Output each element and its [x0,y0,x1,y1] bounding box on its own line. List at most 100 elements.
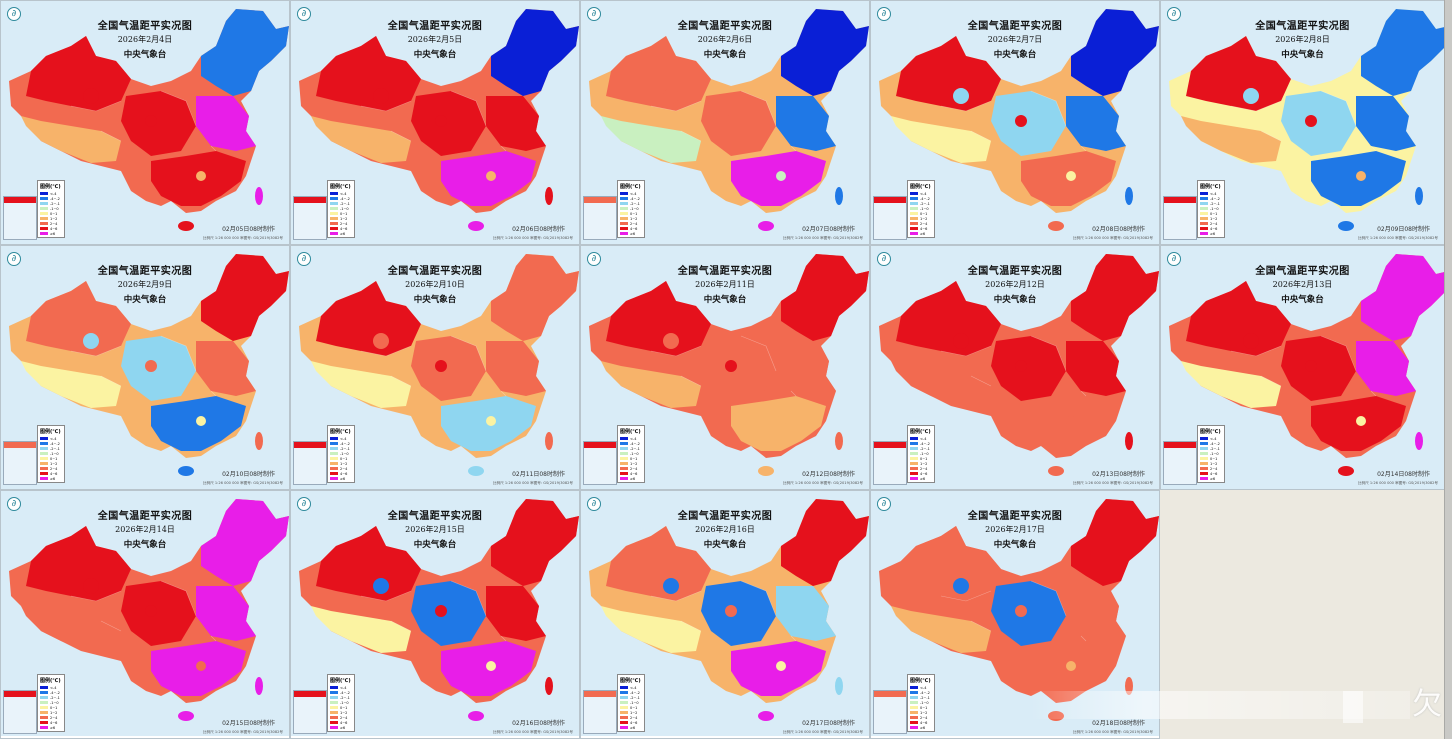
legend-swatch [620,197,628,200]
legend-item: 4~6 [910,720,932,725]
legend-swatch [1200,212,1208,215]
legend-swatch [620,217,628,220]
legend-item: -4~-2 [330,690,352,695]
legend-label: -2~-1 [630,201,640,206]
legend-label: 0~1 [340,456,348,461]
legend-label: <-4 [920,436,927,441]
legend-swatch [1200,462,1208,465]
legend-item: -2~-1 [1200,446,1222,451]
legend-swatch [40,467,48,470]
scale-note: 比例尺 1:26 000 000 审图号: GS(2019)3082号 [782,236,863,240]
production-time: 02月05日08时制作 [222,226,275,233]
legend-item: 0~1 [910,211,932,216]
map-issuer: 中央气象台 [993,50,1037,60]
temperature-anomaly-map-9[interactable]: ∂ 全国气温距平实况图 2026年2月12日 中央气象台 图例(℃) <-4 -4… [870,245,1160,490]
legend-label: -4~-2 [340,441,350,446]
legend-swatch [620,696,628,699]
production-time: 02月14日08时制作 [1377,471,1430,478]
map-title-block: 全国气温距平实况图 2026年2月10日 中央气象台 [291,262,579,305]
legend-item: <-4 [1200,436,1222,441]
legend-label: -4~-2 [920,690,930,695]
legend-item: <-4 [620,685,642,690]
legend-label: 2~4 [50,715,58,720]
legend-swatch [620,207,628,210]
scale-note: 比例尺 1:26 000 000 审图号: GS(2019)3082号 [1072,236,1153,240]
map-legend: 图例(℃) <-4 -4~-2 -2~-1 -1~0 0~1 1~2 2~4 4~6 ≥6 [327,180,355,238]
temperature-anomaly-map-4[interactable]: ∂ 全国气温距平实况图 2026年2月7日 中央气象台 图例(℃) <-4 -4~… [870,0,1160,245]
temperature-anomaly-map-12[interactable]: ∂ 全国气温距平实况图 2026年2月15日 中央气象台 图例(℃) <-4 -4… [290,490,580,739]
legend-label: -1~0 [50,206,59,211]
map-issuer: 中央气象台 [993,540,1037,550]
cma-logo-icon: ∂ [877,497,891,511]
legend-item: <-4 [910,685,932,690]
legend-item: ≥6 [620,725,642,730]
legend-item: 1~2 [620,461,642,466]
legend-item: -1~0 [1200,206,1222,211]
legend-label: 4~6 [920,226,928,231]
temperature-anomaly-map-3[interactable]: ∂ 全国气温距平实况图 2026年2月6日 中央气象台 图例(℃) <-4 -4~… [580,0,870,245]
map-issuer: 中央气象台 [413,295,457,305]
legend-swatch [40,227,48,230]
temperature-anomaly-map-10[interactable]: ∂ 全国气温距平实况图 2026年2月13日 中央气象台 图例(℃) <-4 -4… [1160,245,1445,490]
legend-label: ≥6 [340,231,346,236]
cma-logo-icon: ∂ [7,497,21,511]
production-time: 02月11日08时制作 [512,471,565,478]
map-date: 2026年2月7日 [987,35,1043,44]
temperature-anomaly-map-7[interactable]: ∂ 全国气温距平实况图 2026年2月10日 中央气象台 图例(℃) <-4 -4… [290,245,580,490]
vertical-scrollbar[interactable] [1444,0,1452,739]
map-title-block: 全国气温距平实况图 2026年2月12日 中央气象台 [871,262,1159,305]
map-issuer: 中央气象台 [413,50,457,60]
legend-label: 0~1 [340,705,348,710]
legend-swatch [910,217,918,220]
legend-swatch [330,442,338,445]
legend-swatch [910,192,918,195]
temperature-anomaly-map-11[interactable]: ∂ 全国气温距平实况图 2026年2月14日 中央气象台 图例(℃) <-4 -4… [0,490,290,739]
legend-swatch [330,447,338,450]
legend-item: -2~-1 [40,695,62,700]
temperature-anomaly-map-2[interactable]: ∂ 全国气温距平实况图 2026年2月5日 中央气象台 图例(℃) <-4 -4~… [290,0,580,245]
map-date: 2026年2月14日 [115,525,175,534]
temperature-anomaly-map-8[interactable]: ∂ 全国气温距平实况图 2026年2月11日 中央气象台 图例(℃) <-4 -4… [580,245,870,490]
legend-swatch [40,686,48,689]
legend-label: ≥6 [340,725,346,730]
legend-item: -2~-1 [620,446,642,451]
map-title-block: 全国气温距平实况图 2026年2月4日 中央气象台 [1,17,289,60]
legend-label: 4~6 [340,720,348,725]
china-anomaly-map-graphic [581,1,869,244]
legend-item: -2~-1 [910,446,932,451]
legend-item: 2~4 [910,466,932,471]
legend-swatch [40,706,48,709]
legend-label: -1~0 [340,206,349,211]
production-time: 02月08日08时制作 [1092,226,1145,233]
temperature-anomaly-map-6[interactable]: ∂ 全国气温距平实况图 2026年2月9日 中央气象台 图例(℃) <-4 -4~… [0,245,290,490]
legend-swatch [910,686,918,689]
legend-label: -2~-1 [1210,446,1220,451]
legend-item: 1~2 [620,710,642,715]
temperature-anomaly-map-5[interactable]: ∂ 全国气温距平实况图 2026年2月8日 中央气象台 图例(℃) <-4 -4~… [1160,0,1445,245]
legend-label: 2~4 [50,466,58,471]
legend-label: 0~1 [50,456,58,461]
map-title-block: 全国气温距平实况图 2026年2月17日 中央气象台 [871,507,1159,550]
legend-label: 4~6 [50,720,58,725]
legend-swatch [40,696,48,699]
legend-swatch [330,457,338,460]
legend-item: ≥6 [40,231,62,236]
legend-swatch [40,437,48,440]
legend-label: <-4 [50,191,57,196]
map-title: 全国气温距平实况图 [967,21,1063,32]
legend-item: 2~4 [620,221,642,226]
legend-swatch [910,212,918,215]
legend-label: ≥6 [1210,231,1216,236]
temperature-anomaly-map-1[interactable]: ∂ 全国气温距平实况图 2026年2月4日 中央气象台 图例(℃) <-4 -4~… [0,0,290,245]
scale-note: 比例尺 1:26 000 000 审图号: GS(2019)3082号 [202,236,283,240]
legend-item: 1~2 [910,461,932,466]
legend-swatch [910,472,918,475]
legend-swatch [620,457,628,460]
temperature-anomaly-map-13[interactable]: ∂ 全国气温距平实况图 2026年2月16日 中央气象台 图例(℃) <-4 -4… [580,490,870,739]
legend-item: ≥6 [40,476,62,481]
cma-logo-icon: ∂ [587,7,601,21]
legend-label: 0~1 [50,705,58,710]
legend-item: -2~-1 [330,446,352,451]
legend-label: 4~6 [50,471,58,476]
